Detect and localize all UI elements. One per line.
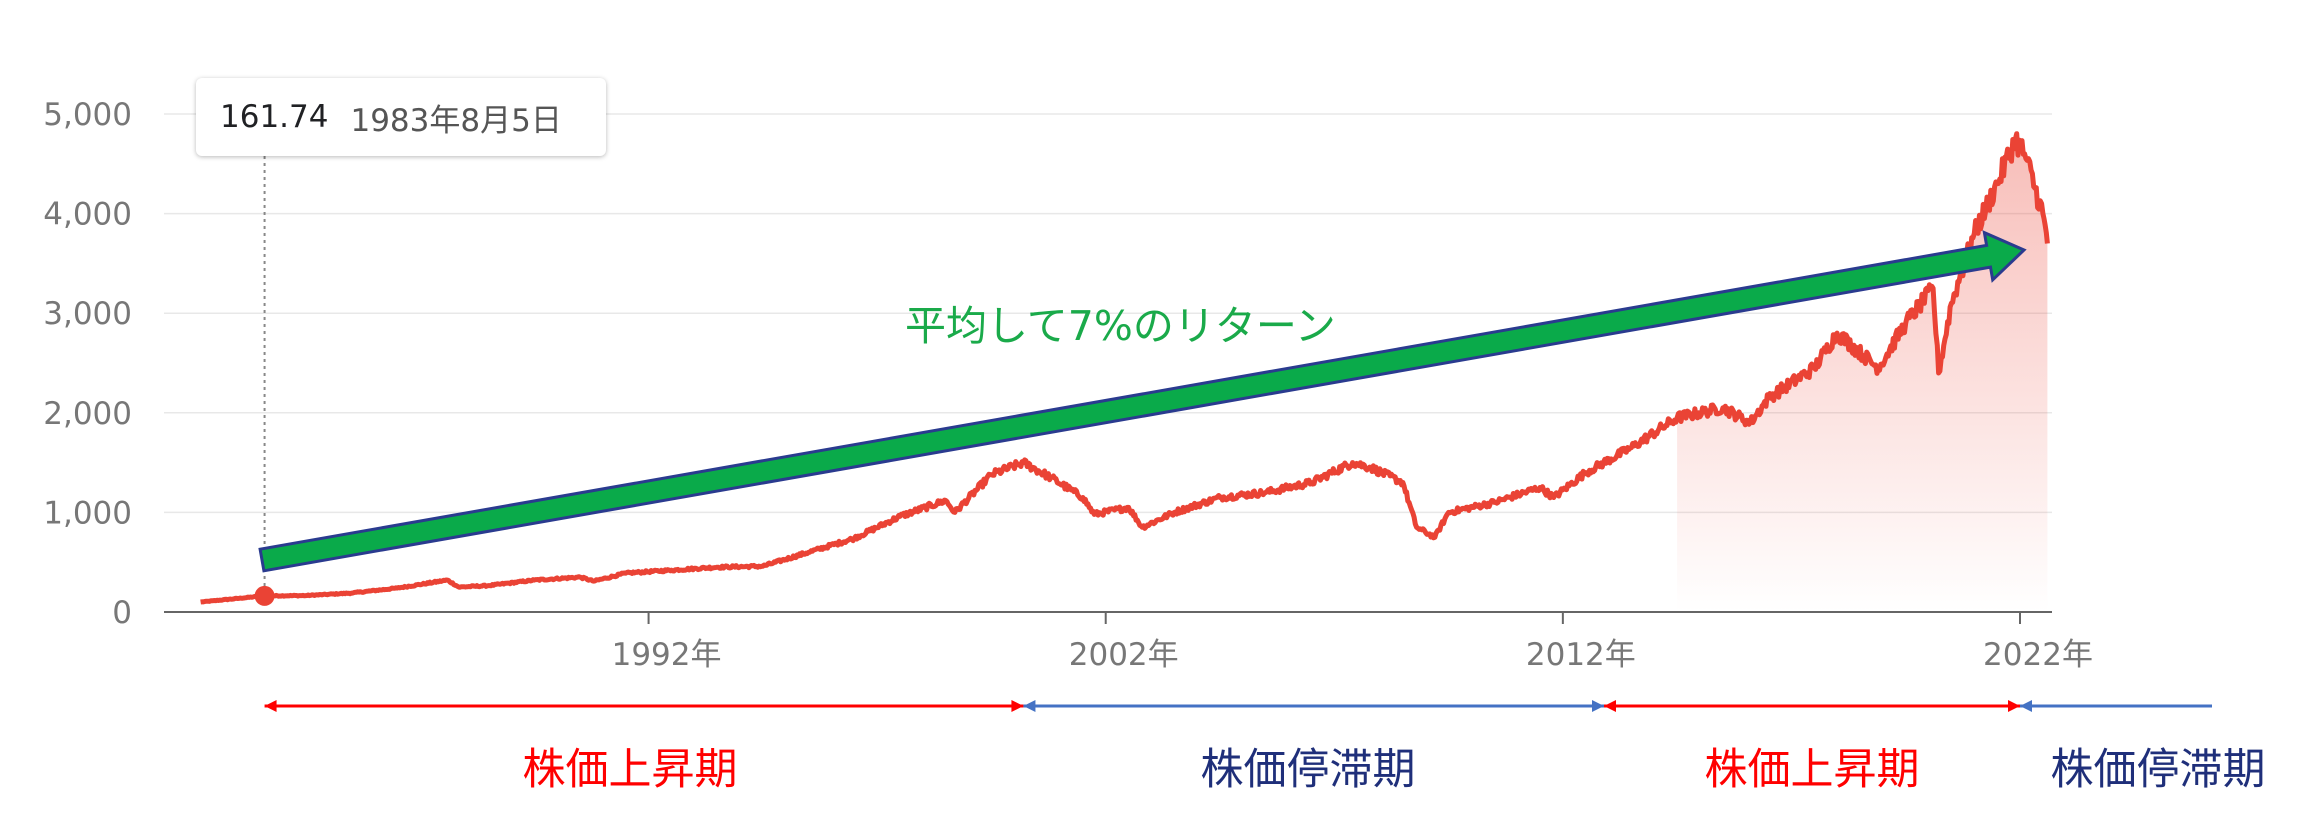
period-label: 株価停滞期	[1200, 745, 1416, 795]
return-annotation: 平均して7%のリターン	[905, 302, 1336, 350]
tooltip-value: 161.74	[220, 99, 329, 135]
x-tick-label: 1992年	[612, 637, 722, 673]
trend-arrow	[258, 230, 2027, 573]
x-tick-label: 2022年	[1983, 637, 2093, 673]
period-arrows	[264, 700, 2212, 712]
x-axis: 1992年 2002年 2012年 2022年	[612, 612, 2093, 673]
period-arrow-head	[2020, 700, 2032, 712]
period-arrow-head	[1011, 700, 1024, 712]
cursor-point[interactable]	[254, 585, 275, 606]
period-arrow-head	[1592, 700, 1604, 712]
period-label: 株価停滞期	[2050, 745, 2266, 795]
y-tick-label: 1,000	[43, 495, 132, 531]
y-axis: 0 1,000 2,000 3,000 4,000 5,000	[43, 97, 132, 631]
period-arrow-head	[1023, 700, 1036, 712]
y-tick-label: 4,000	[43, 197, 132, 233]
period-arrow-head	[264, 700, 277, 712]
tooltip-date: 1983年8月5日	[350, 102, 562, 139]
y-tick-label: 0	[112, 595, 132, 631]
period-label: 株価上昇期	[522, 745, 738, 795]
tooltip: 161.74 1983年8月5日	[196, 78, 606, 156]
y-tick-label: 5,000	[43, 97, 132, 133]
period-label: 株価上昇期	[1704, 745, 1920, 795]
price-area-fill	[1677, 133, 2048, 612]
price-line	[199, 131, 2050, 605]
y-tick-label: 3,000	[43, 296, 132, 332]
period-arrow-head	[2008, 700, 2020, 712]
x-tick-label: 2002年	[1069, 637, 1179, 673]
period-arrow-head	[1604, 700, 1616, 712]
y-tick-label: 2,000	[43, 396, 132, 432]
x-tick-label: 2012年	[1526, 637, 1636, 673]
